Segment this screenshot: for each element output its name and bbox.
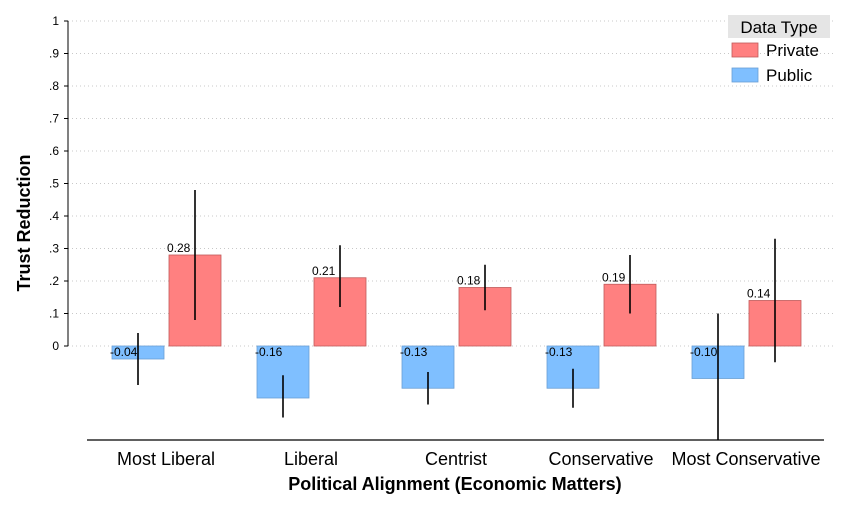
x-axis: Most Liberal Liberal Centrist Conservative M… <box>87 439 824 469</box>
legend-label-public: Public <box>766 66 813 85</box>
data-label: 0.28 <box>167 241 191 255</box>
y-axis: 0 .1 .2 .3 .4 .5 .6 .7 .8 .9 1 <box>49 14 69 353</box>
y-tick-label: .8 <box>49 79 59 93</box>
y-tick-label: .7 <box>49 112 59 126</box>
y-tick-label: .2 <box>49 274 59 288</box>
data-label: -0.13 <box>400 345 428 359</box>
x-axis-title: Political Alignment (Economic Matters) <box>288 474 621 494</box>
y-tick-label: .6 <box>49 144 59 158</box>
y-tick-label: .3 <box>49 242 59 256</box>
legend: Data Type Private Public <box>728 15 830 85</box>
x-tick-label: Centrist <box>425 449 487 469</box>
data-label: 0.21 <box>312 264 336 278</box>
x-tick-label: Most Liberal <box>117 449 215 469</box>
data-label: 0.14 <box>747 287 771 301</box>
legend-title: Data Type <box>740 18 817 37</box>
data-label: 0.19 <box>602 270 626 284</box>
y-tick-label: .1 <box>49 307 59 321</box>
legend-swatch-private <box>731 42 759 58</box>
x-tick-label: Most Conservative <box>671 449 820 469</box>
error-bars <box>137 190 776 441</box>
data-labels: -0.04 0.28 -0.16 0.21 -0.13 0.18 -0.13 0.19 -0.1… <box>110 241 771 359</box>
data-label: 0.18 <box>457 274 481 288</box>
legend-title-background <box>728 15 830 38</box>
y-tick-label: .4 <box>49 209 59 223</box>
x-tick-label: Conservative <box>548 449 653 469</box>
y-tick-label: .5 <box>49 177 59 191</box>
y-tick-label: 0 <box>52 339 59 353</box>
data-label: -0.16 <box>255 345 283 359</box>
data-label: -0.04 <box>110 345 138 359</box>
y-tick-label: 1 <box>52 14 59 28</box>
legend-swatch-public <box>731 67 759 83</box>
y-tick-label: .9 <box>49 47 59 61</box>
y-axis-title: Trust Reduction <box>14 154 34 291</box>
legend-label-private: Private <box>766 41 819 60</box>
data-label: -0.10 <box>690 345 718 359</box>
data-label: -0.13 <box>545 345 573 359</box>
x-tick-label: Liberal <box>284 449 338 469</box>
